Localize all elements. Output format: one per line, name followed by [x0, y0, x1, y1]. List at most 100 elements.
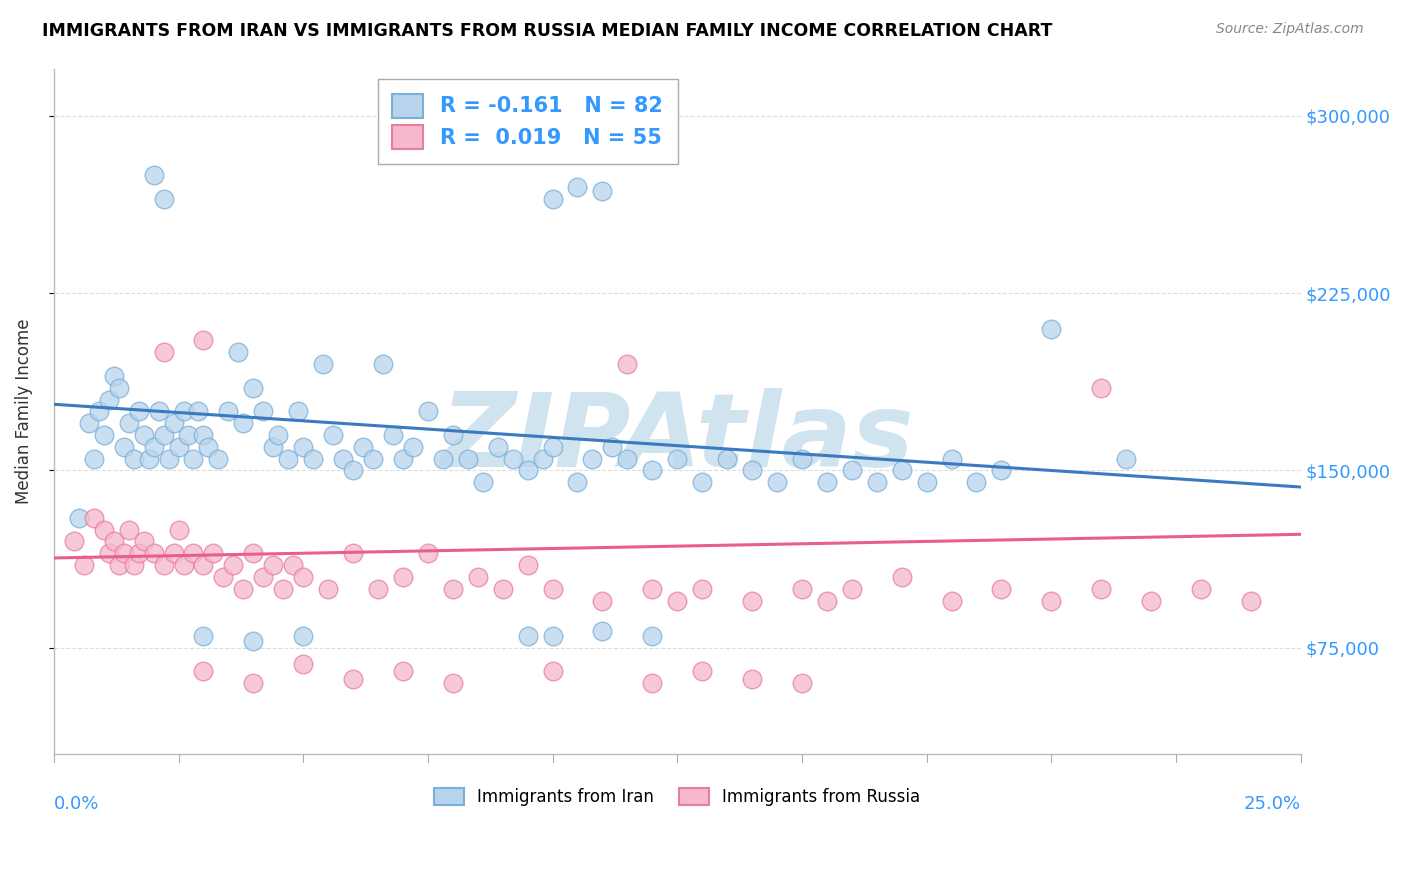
Point: [342, 672, 364, 686]
Point: [616, 357, 638, 371]
Point: [990, 463, 1012, 477]
Point: [567, 475, 589, 490]
Point: [97, 392, 120, 407]
Point: [741, 463, 763, 477]
Point: [641, 676, 664, 690]
Point: [167, 523, 190, 537]
Point: [441, 428, 464, 442]
Point: [890, 570, 912, 584]
Point: [242, 633, 264, 648]
Point: [1189, 582, 1212, 596]
Text: 0.0%: 0.0%: [53, 796, 100, 814]
Point: [990, 582, 1012, 596]
Point: [152, 192, 174, 206]
Point: [93, 523, 115, 537]
Point: [217, 404, 239, 418]
Point: [177, 428, 200, 442]
Point: [492, 582, 515, 596]
Point: [352, 440, 374, 454]
Point: [128, 404, 150, 418]
Point: [641, 463, 664, 477]
Point: [157, 451, 180, 466]
Point: [197, 440, 219, 454]
Point: [502, 451, 524, 466]
Point: [1115, 451, 1137, 466]
Point: [97, 546, 120, 560]
Point: [567, 179, 589, 194]
Point: [361, 451, 384, 466]
Point: [392, 451, 415, 466]
Point: [271, 582, 294, 596]
Point: [228, 345, 250, 359]
Point: [516, 558, 538, 572]
Point: [262, 440, 284, 454]
Point: [67, 510, 90, 524]
Point: [262, 558, 284, 572]
Point: [541, 192, 564, 206]
Point: [392, 665, 415, 679]
Point: [471, 475, 494, 490]
Point: [132, 428, 155, 442]
Point: [292, 629, 315, 643]
Point: [402, 440, 425, 454]
Point: [232, 416, 254, 430]
Point: [581, 451, 603, 466]
Point: [616, 451, 638, 466]
Point: [62, 534, 84, 549]
Point: [467, 570, 489, 584]
Point: [441, 582, 464, 596]
Point: [1140, 593, 1163, 607]
Point: [87, 404, 110, 418]
Point: [292, 570, 315, 584]
Point: [941, 593, 963, 607]
Point: [242, 546, 264, 560]
Point: [183, 546, 205, 560]
Point: [122, 558, 145, 572]
Point: [516, 463, 538, 477]
Point: [148, 404, 170, 418]
Point: [1240, 593, 1263, 607]
Point: [316, 582, 339, 596]
Point: [541, 582, 564, 596]
Point: [202, 546, 225, 560]
Text: 25.0%: 25.0%: [1243, 796, 1301, 814]
Point: [83, 451, 105, 466]
Point: [690, 665, 713, 679]
Point: [242, 676, 264, 690]
Point: [103, 368, 125, 383]
Point: [173, 404, 195, 418]
Point: [342, 463, 364, 477]
Point: [342, 546, 364, 560]
Point: [815, 593, 838, 607]
Point: [283, 558, 305, 572]
Point: [381, 428, 404, 442]
Point: [162, 416, 184, 430]
Point: [232, 582, 254, 596]
Point: [790, 582, 813, 596]
Point: [641, 629, 664, 643]
Point: [193, 629, 215, 643]
Point: [103, 534, 125, 549]
Point: [83, 510, 105, 524]
Point: [432, 451, 454, 466]
Point: [766, 475, 789, 490]
Point: [666, 593, 689, 607]
Point: [193, 558, 215, 572]
Point: [193, 428, 215, 442]
Point: [841, 582, 863, 596]
Legend: Immigrants from Iran, Immigrants from Russia: Immigrants from Iran, Immigrants from Ru…: [426, 780, 929, 814]
Point: [1090, 582, 1112, 596]
Point: [292, 440, 315, 454]
Point: [1040, 321, 1063, 335]
Point: [152, 558, 174, 572]
Point: [142, 546, 165, 560]
Point: [666, 451, 689, 466]
Point: [107, 381, 129, 395]
Point: [541, 440, 564, 454]
Point: [183, 451, 205, 466]
Point: [790, 676, 813, 690]
Point: [966, 475, 988, 490]
Text: Source: ZipAtlas.com: Source: ZipAtlas.com: [1216, 22, 1364, 37]
Point: [915, 475, 938, 490]
Point: [486, 440, 509, 454]
